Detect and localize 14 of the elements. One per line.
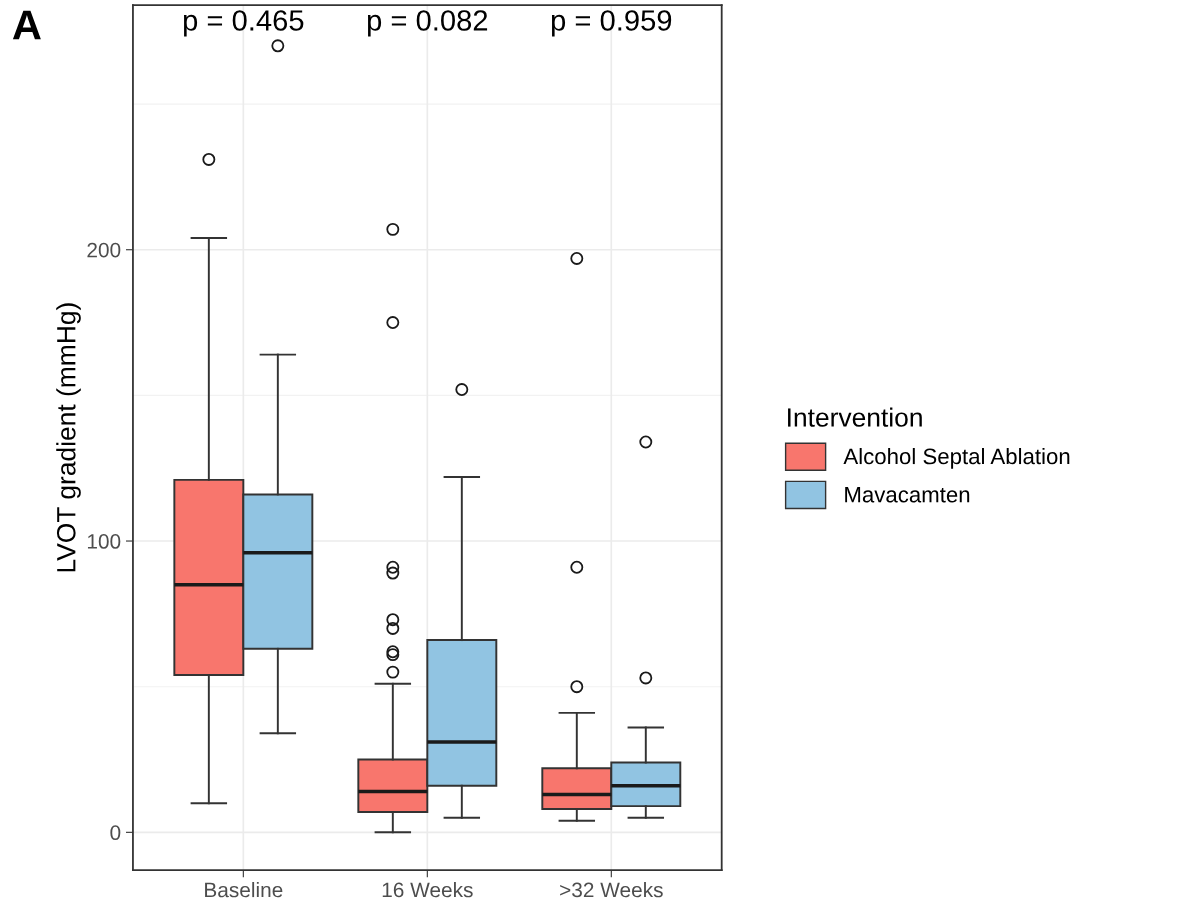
annotation: p = 0.959 [551,10,672,37]
legend-label: Alcohol Septal Ablation [843,447,1070,469]
y-tick-label: 100 [87,534,121,549]
y-axis-title: LVOT gradient (mmHg) [56,303,81,572]
x-tick-label: Baseline [205,882,283,898]
x-tick-label: 16 Weeks [382,882,473,898]
x-tick-label: >32 Weeks [560,882,663,898]
text: A [12,10,41,40]
legend-label: Mavacamten [845,487,970,503]
y-tick-label: 200 [87,242,121,258]
legend-title: Intervention [788,407,922,427]
annotation: p = 0.082 [367,10,488,37]
y-tick-label: 0 [110,825,121,841]
annotation: p = 0.465 [184,10,304,37]
